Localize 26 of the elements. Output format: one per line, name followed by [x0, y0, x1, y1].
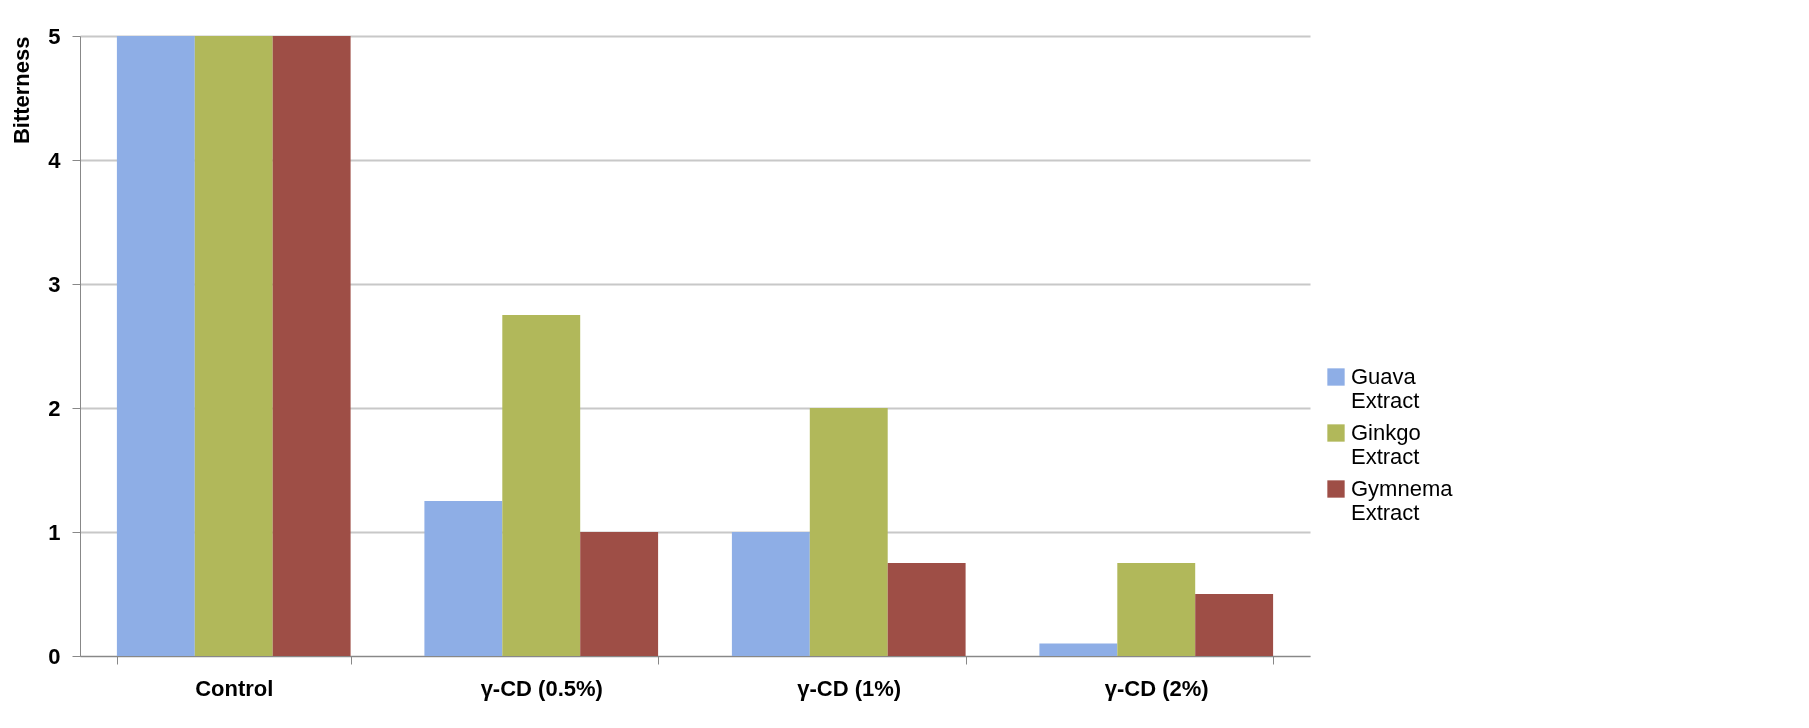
bar: [887, 563, 966, 656]
bar: [731, 532, 810, 656]
bar: [424, 501, 503, 656]
x-tick-label: γ-CD (2%): [1104, 675, 1209, 701]
y-tick-label: 1: [48, 519, 61, 545]
y-tick-label: 5: [48, 23, 61, 49]
bar: [809, 408, 888, 656]
x-tick-label: Control: [195, 675, 274, 701]
x-tick-label: γ-CD (0.5%): [480, 675, 603, 701]
y-tick-label: 3: [48, 271, 61, 297]
y-tick-label: 4: [48, 147, 62, 173]
legend-label: Gymnema Extract: [1351, 476, 1454, 525]
legend-label: Ginkgo Extract: [1351, 420, 1421, 469]
legend-label: Guava Extract: [1351, 364, 1420, 413]
bar: [194, 36, 273, 656]
bar: [1117, 563, 1196, 656]
bar: [502, 315, 581, 656]
bar: [116, 36, 195, 656]
y-axis-title: Bitterness: [9, 36, 35, 145]
bar: [1039, 643, 1118, 656]
x-tick-label: γ-CD (1%): [797, 675, 902, 701]
y-tick-label: 0: [48, 643, 61, 669]
y-tick-label: 2: [48, 395, 61, 421]
bar: [580, 532, 659, 656]
bar: [1195, 594, 1274, 656]
bar: [272, 36, 351, 656]
